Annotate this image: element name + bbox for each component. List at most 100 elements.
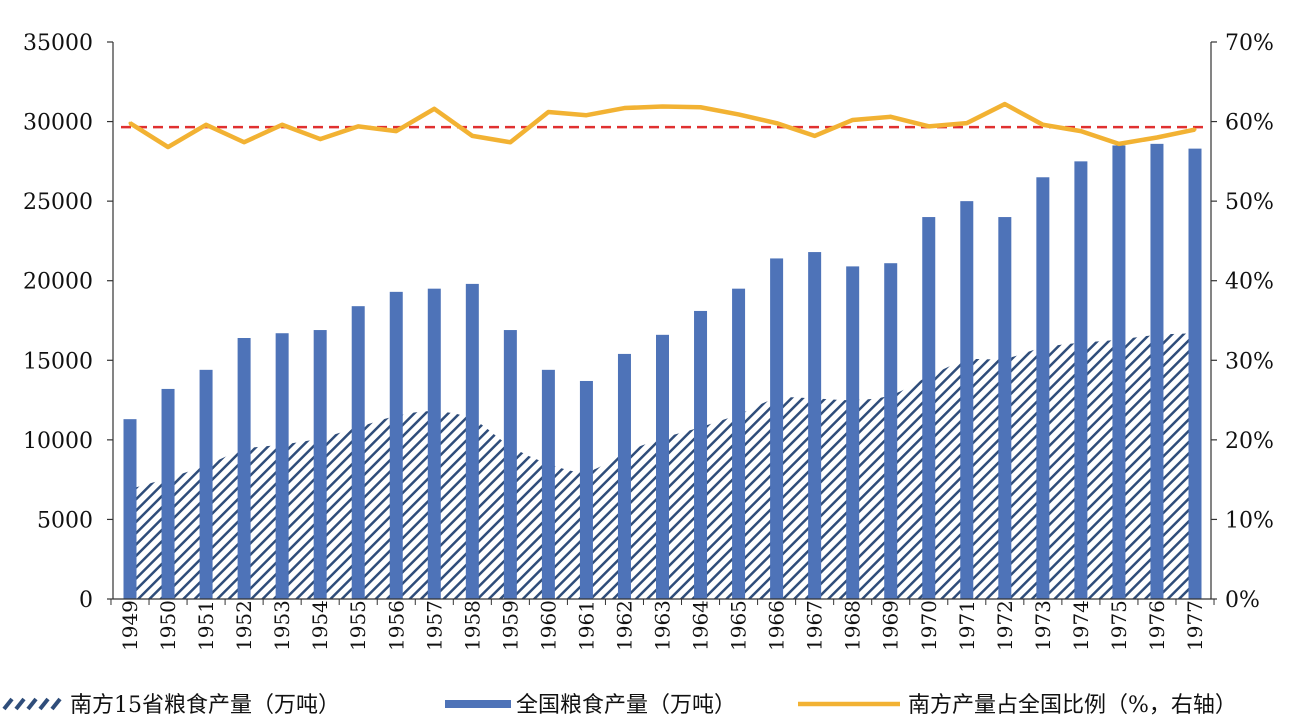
x-tick-label-1956: 1956 xyxy=(384,600,408,651)
national-output-bar-1958 xyxy=(465,283,479,599)
right-tick-label: 40% xyxy=(1225,270,1274,295)
national-output-bar-1964 xyxy=(694,310,708,599)
south-share-point-1954 xyxy=(318,137,322,141)
national-output-bar-1952 xyxy=(237,338,251,599)
south-share-line xyxy=(128,101,1196,150)
x-tick-label-1960: 1960 xyxy=(536,600,560,651)
south-share-point-1952 xyxy=(242,140,246,144)
south-share-point-1955 xyxy=(356,124,360,128)
x-tick-label-1974: 1974 xyxy=(1069,600,1093,651)
national-output-bar-1957 xyxy=(427,288,441,599)
legend-label-bar: 全国粮食产量（万吨） xyxy=(516,693,736,718)
x-tick-label-1950: 1950 xyxy=(156,600,180,651)
national-output-bar-1974 xyxy=(1074,161,1088,599)
x-tick-label-1954: 1954 xyxy=(308,600,332,651)
left-tick-label: 25000 xyxy=(23,190,93,215)
x-tick-label-1967: 1967 xyxy=(803,600,827,651)
x-tick-label-1972: 1972 xyxy=(993,600,1017,651)
left-tick-label: 20000 xyxy=(23,270,93,295)
x-tick-label-1973: 1973 xyxy=(1031,600,1055,651)
left-tick-label: 15000 xyxy=(23,349,93,374)
national-output-bar-1972 xyxy=(998,217,1012,600)
left-tick-label: 0 xyxy=(79,588,93,613)
national-output-bar-1953 xyxy=(275,333,289,599)
national-output-bar-1956 xyxy=(389,291,403,599)
south-share-point-1960 xyxy=(546,110,550,114)
x-tick-label-1976: 1976 xyxy=(1145,600,1169,651)
south-share-point-1958 xyxy=(470,134,474,138)
x-tick-label-1958: 1958 xyxy=(460,600,484,651)
south-share-point-1950 xyxy=(166,145,170,149)
legend-hatch-stroke xyxy=(50,697,62,711)
south-share-point-1970 xyxy=(927,124,931,128)
national-output-bar-1959 xyxy=(503,330,517,599)
south-share-point-1974 xyxy=(1079,129,1083,133)
x-tick-label-1977: 1977 xyxy=(1183,600,1207,651)
x-tick-label-1964: 1964 xyxy=(689,600,713,651)
national-output-bar-1969 xyxy=(884,263,898,599)
south-share-point-1971 xyxy=(965,121,969,125)
x-tick-label-1971: 1971 xyxy=(955,600,979,651)
south-share-point-1959 xyxy=(508,140,512,144)
national-output-bar-1949 xyxy=(123,419,137,599)
legend-swatch-bar xyxy=(445,700,511,708)
south-share-point-1957 xyxy=(432,107,436,111)
national-output-bar-1967 xyxy=(808,252,822,599)
x-tick-label-1968: 1968 xyxy=(841,600,865,651)
x-tick-label-1949: 1949 xyxy=(118,600,142,651)
south-share-point-1962 xyxy=(622,106,626,110)
national-output-bar-1977 xyxy=(1188,148,1202,599)
national-output-bar-1963 xyxy=(656,334,669,599)
national-output-bar-1973 xyxy=(1036,177,1050,599)
x-tick-label-1963: 1963 xyxy=(651,600,675,651)
national-output-bar-1962 xyxy=(617,353,631,599)
south-share-point-1963 xyxy=(661,104,664,108)
national-output-bar-1970 xyxy=(922,217,936,600)
legend-hatch-stroke xyxy=(2,697,14,711)
south-share-point-1977 xyxy=(1193,128,1197,132)
x-tick-label-1966: 1966 xyxy=(765,600,789,651)
x-tick-label-1955: 1955 xyxy=(346,600,370,651)
right-tick-label: 50% xyxy=(1225,190,1274,215)
x-tick-label-1961: 1961 xyxy=(574,600,598,651)
south-share-point-1965 xyxy=(737,112,741,116)
left-tick-label: 5000 xyxy=(37,508,93,533)
national-output-bar-1950 xyxy=(161,388,175,599)
x-tick-label-1957: 1957 xyxy=(422,600,446,651)
legend-hatch-stroke xyxy=(38,697,50,711)
south-share-point-1969 xyxy=(889,115,893,119)
national-output-bar-1965 xyxy=(732,288,746,599)
left-tick-label: 30000 xyxy=(23,111,93,136)
x-tick-label-1969: 1969 xyxy=(879,600,903,651)
x-tick-label-1970: 1970 xyxy=(917,600,941,651)
south-share-point-1951 xyxy=(204,123,208,127)
right-tick-label: 0% xyxy=(1225,588,1260,613)
right-tick-label: 20% xyxy=(1225,429,1274,454)
legend-label-area: 南方15省粮食产量（万吨） xyxy=(70,693,340,718)
right-tick-label: 10% xyxy=(1225,508,1274,533)
legend-swatch-area xyxy=(2,697,62,711)
x-tick-label-1962: 1962 xyxy=(612,600,636,651)
national-output-bar-1968 xyxy=(846,266,860,599)
x-tick-label-1953: 1953 xyxy=(270,600,294,651)
right-tick-label: 60% xyxy=(1225,111,1274,136)
south-share-point-1968 xyxy=(851,118,855,122)
x-tick-label-1965: 1965 xyxy=(727,600,751,651)
south-share-point-1961 xyxy=(584,113,588,117)
south-share-point-1976 xyxy=(1155,135,1159,139)
right-tick-label: 70% xyxy=(1225,31,1274,56)
legend-label-line: 南方产量占全国比例（%，右轴） xyxy=(908,693,1237,718)
national-output-bar-1971 xyxy=(960,201,974,599)
south-share-point-1953 xyxy=(280,123,284,127)
legend-hatch-stroke xyxy=(14,697,26,711)
x-tick-label-1951: 1951 xyxy=(194,600,218,651)
south-share-point-1973 xyxy=(1041,123,1045,127)
south-share-point-1956 xyxy=(394,129,398,133)
x-tick-label-1975: 1975 xyxy=(1107,600,1131,651)
national-output-bar-1951 xyxy=(199,369,213,599)
south-share-point-1967 xyxy=(813,134,817,138)
right-tick-label: 30% xyxy=(1225,349,1274,374)
national-output-bar-1976 xyxy=(1150,143,1164,599)
